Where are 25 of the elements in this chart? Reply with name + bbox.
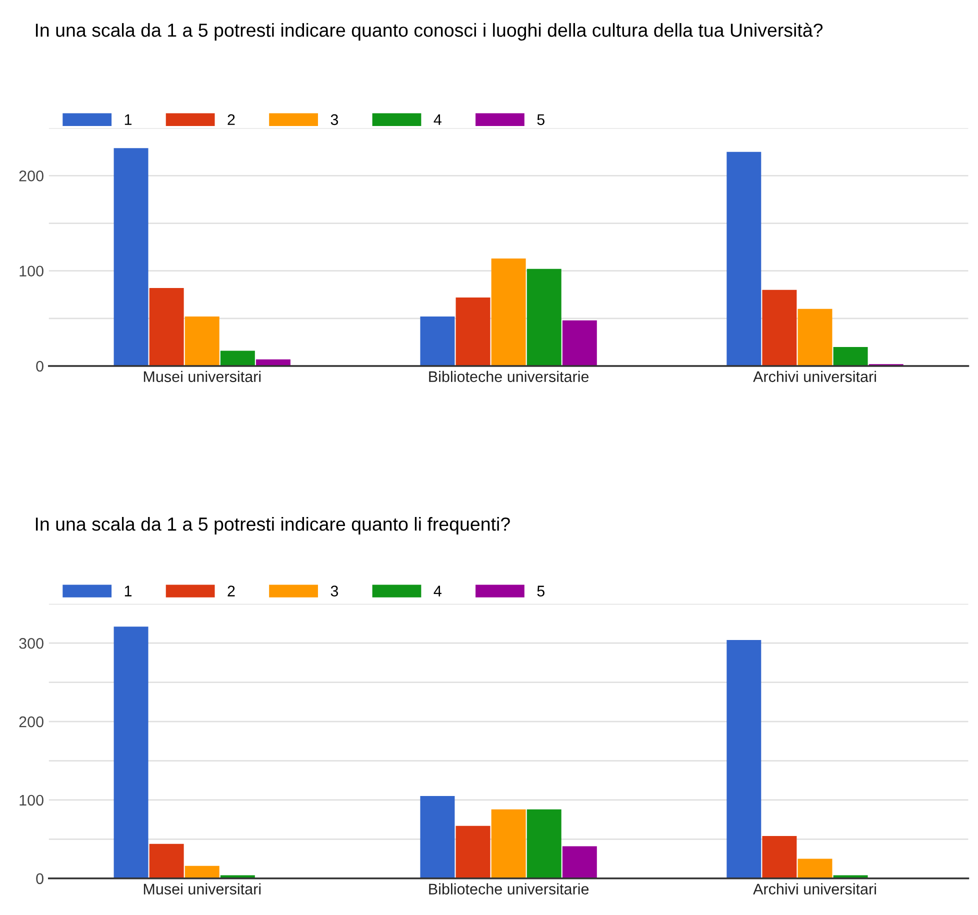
legend-label: 5: [537, 586, 544, 596]
chart-title: In una scala da 1 a 5 potresti indicare quanto li frequenti?: [36, 516, 510, 534]
y-tick-label: 200: [19, 170, 44, 182]
x-tick-label: Archivi universitari: [753, 370, 876, 382]
legend-label: 5: [537, 114, 544, 126]
legend-label: 1: [124, 586, 132, 596]
chart-title: In una scala da 1 a 5 potresti indicare quanto conosci i luoghi della cultura della tua Università?: [36, 22, 823, 41]
y-tick-label: 100: [20, 794, 44, 806]
y-tick-label: 200: [19, 716, 44, 728]
x-tick-label: Musei universitari: [144, 883, 261, 894]
legend-label: 2: [228, 586, 235, 596]
x-tick-label: Musei universitari: [144, 370, 261, 382]
y-tick-label: 0: [36, 873, 44, 884]
x-tick-label: Archivi universitari: [753, 883, 876, 894]
x-tick-label: Biblioteche universitarie: [429, 883, 589, 894]
y-tick-label: 0: [36, 360, 44, 372]
x-tick-label: Biblioteche universitarie: [429, 370, 589, 382]
legend-label: 3: [330, 114, 338, 126]
y-tick-label: 300: [19, 638, 44, 649]
legend-label: 4: [434, 586, 442, 596]
legend-label: 1: [124, 114, 132, 125]
legend-label: 2: [228, 114, 235, 125]
legend-label: 4: [434, 114, 442, 125]
y-tick-label: 100: [20, 266, 44, 277]
legend-label: 3: [330, 586, 338, 596]
